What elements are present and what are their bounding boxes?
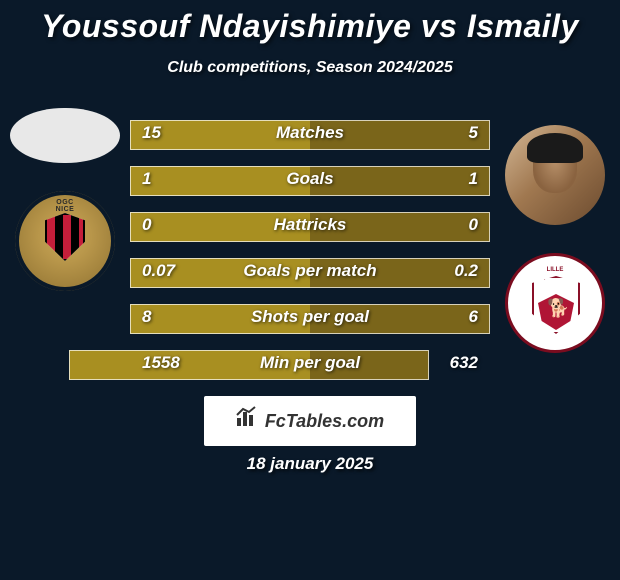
stat-row: 15 Matches 5 (130, 118, 490, 152)
page-title: Youssouf Ndayishimiye vs Ismaily (0, 0, 620, 45)
player-right-photo (505, 125, 605, 225)
stat-right-value: 0.2 (454, 261, 478, 281)
stat-right-value: 6 (469, 307, 478, 327)
club-badge-nice: OGCNICE (15, 191, 115, 291)
stat-right-value: 1 (469, 169, 478, 189)
stat-bar-left (130, 166, 310, 196)
dog-icon: 🐕 (547, 298, 569, 319)
stat-right-value: 0 (469, 215, 478, 235)
stat-bar-left (130, 212, 310, 242)
club-nice-label: OGCNICE (15, 199, 115, 213)
stat-right-value: 5 (469, 123, 478, 143)
stat-bar-left (69, 350, 310, 380)
stat-bar-left (130, 304, 310, 334)
subtitle: Club competitions, Season 2024/2025 (0, 59, 620, 77)
stat-row: 1 Goals 1 (130, 164, 490, 198)
stat-row: 0 Hattricks 0 (130, 210, 490, 244)
stat-bar-right (310, 212, 490, 242)
player-right-column: LILLE LOSC 🐕 (490, 100, 620, 353)
stat-left-value: 0 (142, 215, 151, 235)
footer-brand-text: FcTables.com (265, 411, 384, 431)
stat-bar-right (310, 350, 429, 380)
club-badge-lille: LILLE LOSC 🐕 (505, 253, 605, 353)
chart-icon (236, 397, 258, 447)
stat-bar-right (310, 120, 490, 150)
stat-row: 8 Shots per goal 6 (130, 302, 490, 336)
stat-left-value: 0.07 (142, 261, 175, 281)
stat-left-value: 8 (142, 307, 151, 327)
stat-bar-right (310, 166, 490, 196)
stats-container: 15 Matches 5 1 Goals 1 0 Hattricks 0 0.0… (130, 118, 490, 394)
stripes-icon (45, 213, 85, 261)
club-lille-toplabel: LILLE (508, 267, 602, 273)
stat-left-value: 1 (142, 169, 151, 189)
stat-right-value: 632 (450, 353, 478, 373)
stat-row: 0.07 Goals per match 0.2 (130, 256, 490, 290)
stat-left-value: 15 (142, 123, 161, 143)
player-left-column: OGCNICE (0, 100, 130, 291)
date-label: 18 january 2025 (0, 454, 620, 474)
footer-brand[interactable]: FcTables.com (204, 396, 416, 446)
player-left-photo (10, 108, 120, 163)
stat-row: 1558 Min per goal 632 (130, 348, 490, 382)
stat-bar-right (310, 304, 490, 334)
stat-left-value: 1558 (142, 353, 180, 373)
